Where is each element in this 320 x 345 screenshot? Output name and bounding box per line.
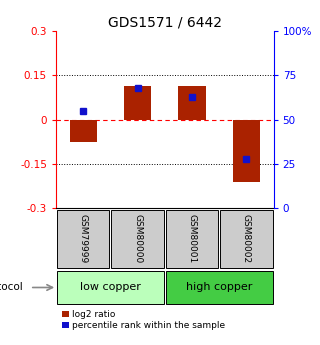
Bar (111, 210, 164, 268)
Bar (166, 271, 273, 304)
Text: high copper: high copper (186, 283, 252, 293)
Text: GSM80000: GSM80000 (133, 214, 142, 264)
Text: GSM80001: GSM80001 (188, 214, 196, 264)
Text: GSM80002: GSM80002 (242, 214, 251, 264)
Bar (57, 271, 164, 304)
Bar (233, 120, 260, 182)
Text: protocol: protocol (0, 283, 22, 293)
Bar (179, 86, 206, 120)
Bar (166, 210, 218, 268)
Bar (70, 120, 97, 142)
Text: GSM79999: GSM79999 (79, 214, 88, 264)
Bar (220, 210, 273, 268)
Bar (57, 210, 109, 268)
Legend: log2 ratio, percentile rank within the sample: log2 ratio, percentile rank within the s… (60, 308, 227, 332)
Bar (124, 86, 151, 120)
Title: GDS1571 / 6442: GDS1571 / 6442 (108, 16, 222, 30)
Text: low copper: low copper (80, 283, 141, 293)
